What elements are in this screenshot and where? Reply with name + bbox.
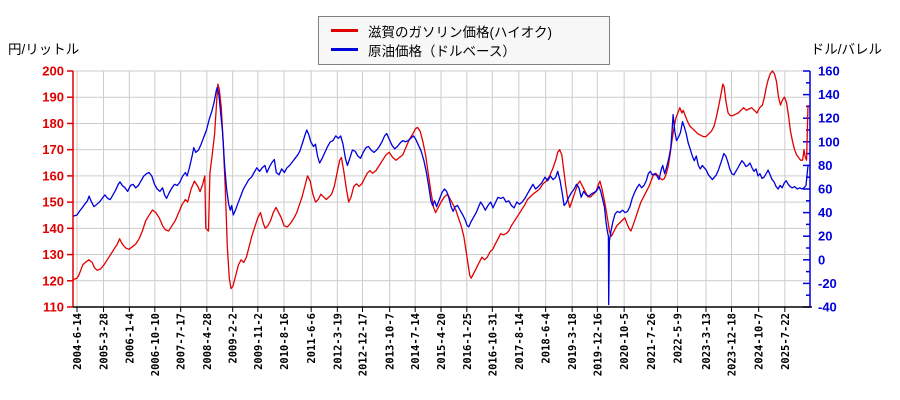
x-axis-tick-label: 2007-7-17 — [176, 313, 188, 370]
x-axis-tick-label: 2017-8-14 — [514, 313, 526, 370]
x-axis-tick-label: 2023-12-18 — [727, 313, 739, 376]
right-axis — [803, 70, 811, 308]
x-axis-tick-label: 2019-12-16 — [592, 313, 604, 376]
crude-oil-price-line — [73, 86, 809, 306]
x-axis-tick-label: 2020-10-5 — [619, 313, 631, 370]
x-axis-tick-label: 2024-10-7 — [754, 313, 766, 370]
x-axis-tick-label: 2016-10-31 — [487, 313, 499, 376]
left-axis-tick-label: 190 — [42, 90, 64, 105]
x-axis-tick-label: 2005-3-28 — [99, 313, 111, 370]
right-axis-title: ドル/バレル — [810, 42, 882, 57]
left-axis-tick-label: 180 — [42, 116, 64, 131]
x-axis-tick-label: 2012-3-19 — [332, 313, 344, 370]
bottom-axis — [73, 306, 812, 312]
left-axis-tick-label: 120 — [42, 273, 64, 288]
right-axis-tick-label: 160 — [818, 64, 840, 79]
right-axis-tick-label: 120 — [818, 111, 840, 126]
legend: 滋賀のガソリン価格(ハイオク) 原油価格（ドルベース） — [318, 16, 610, 65]
left-axis-tick-label: 150 — [42, 195, 64, 210]
x-axis-tick-label: 2004-6-14 — [72, 313, 84, 370]
x-axis-tick-label: 2018-6-4 — [541, 313, 553, 364]
right-axis-tick-label: 100 — [818, 134, 840, 149]
legend-item-gasoline: 滋賀のガソリン価格(ハイオク) — [331, 21, 601, 40]
gasoline-line-swatch — [331, 29, 358, 32]
x-axis-labels: 2004-6-14 2005-3-28 2006-1-4 2006-10-10 2007… — [72, 313, 792, 376]
gridlines — [73, 70, 810, 307]
x-axis-tick-label: 2006-10-10 — [150, 313, 162, 376]
right-axis-tick-label: 140 — [818, 87, 840, 102]
right-axis-tick-label: 40 — [818, 205, 832, 220]
x-axis-tick-label: 2014-7-14 — [410, 313, 422, 370]
right-axis-tick-label: 0 — [818, 252, 825, 267]
left-axis-labels: 110 120 130 140 150 160 170 180 190 200 — [42, 64, 64, 315]
x-axis-tick-label: 2009-2-2 — [228, 313, 240, 364]
right-axis-tick-label: -40 — [818, 300, 837, 315]
left-axis-tick-label: 110 — [43, 300, 64, 315]
left-axis-tick-label: 170 — [42, 142, 64, 157]
legend-label-gasoline: 滋賀のガソリン価格(ハイオク) — [368, 24, 552, 40]
legend-label-crude-oil: 原油価格（ドルベース） — [368, 43, 516, 59]
left-axis-tick-label: 130 — [42, 247, 64, 262]
x-axis-tick-label: 2022-5-9 — [672, 313, 684, 364]
x-axis-tick-label: 2025-7-22 — [780, 313, 792, 370]
left-axis-title: 円/リットル — [8, 42, 80, 57]
x-axis-tick-label: 2012-12-17 — [357, 313, 369, 376]
right-axis-tick-label: -20 — [818, 276, 837, 291]
x-axis-tick-label: 2021-7-26 — [646, 313, 658, 370]
right-axis-tick-label: 80 — [818, 158, 832, 173]
x-axis-tick-label: 2016-1-25 — [462, 313, 474, 370]
x-axis-tick-label: 2010-8-16 — [279, 313, 291, 370]
crude-oil-line-swatch — [331, 48, 358, 51]
x-axis-tick-label: 2009-11-2 — [253, 313, 265, 370]
left-axis — [67, 70, 74, 308]
x-axis-tick-label: 2015-4-20 — [436, 313, 448, 370]
left-axis-tick-label: 200 — [42, 64, 64, 79]
right-axis-tick-label: 20 — [818, 229, 832, 244]
x-axis-tick-label: 2011-6-6 — [306, 313, 318, 364]
left-axis-tick-label: 140 — [42, 221, 64, 236]
legend-item-crude-oil: 原油価格（ドルベース） — [331, 40, 601, 59]
gasoline-price-line — [73, 70, 809, 290]
left-axis-tick-label: 160 — [42, 168, 64, 183]
x-axis-tick-label: 2023-3-13 — [701, 313, 713, 370]
right-axis-labels: -40 -20 0 20 40 60 80 100 120 140 160 — [818, 64, 840, 315]
right-axis-tick-label: 60 — [818, 182, 832, 197]
x-axis-tick-label: 2013-10-7 — [385, 313, 397, 370]
x-axis-tick-label: 2006-1-4 — [124, 313, 136, 364]
x-axis-tick-label: 2019-3-18 — [567, 313, 579, 370]
x-axis-tick-label: 2008-4-28 — [202, 313, 214, 370]
